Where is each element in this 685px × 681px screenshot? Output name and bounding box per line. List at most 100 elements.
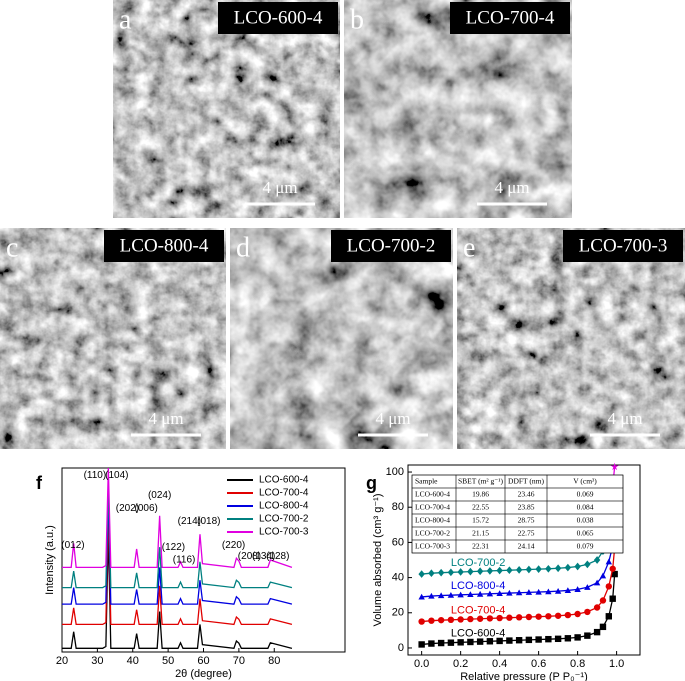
marker [496, 637, 503, 645]
series-line [62, 467, 293, 569]
panel-letter: c [6, 232, 18, 263]
marker [428, 617, 435, 624]
series-line [62, 532, 293, 650]
image-label: LCO-800-4 [120, 235, 209, 256]
marker [418, 593, 425, 600]
table-header: DDFT (nm) [508, 477, 544, 486]
sem-texture [230, 228, 453, 449]
marker [564, 611, 572, 619]
marker [599, 597, 607, 604]
marker [457, 639, 464, 646]
table-cell-text: 21.15 [472, 529, 489, 538]
marker [525, 613, 533, 621]
legend-label: LCO-700-2 [259, 514, 309, 525]
marker [418, 618, 425, 625]
marker [609, 595, 616, 602]
marker [525, 589, 533, 595]
series-line [62, 508, 293, 626]
marker [554, 564, 562, 573]
panel-letter: d [236, 232, 250, 263]
scale-bar-label: 4 μm [494, 178, 529, 197]
peak-label: (128) [266, 551, 289, 562]
marker [476, 615, 484, 622]
panel-letter: b [350, 4, 364, 35]
marker [467, 615, 474, 623]
table-cell-text: 0.038 [577, 516, 594, 525]
y-tick-label: 20 [392, 607, 404, 619]
x-axis-label: 2θ (degree) [175, 668, 232, 680]
table-cell-text: 22.75 [518, 529, 535, 538]
label-box [218, 2, 338, 34]
marker [428, 640, 435, 647]
marker [593, 579, 601, 586]
series-label: LCO-700-2 [451, 557, 505, 569]
marker [467, 567, 474, 576]
table-header: SBET (m² g⁻¹) [458, 477, 503, 486]
peak-label: (104) [105, 470, 128, 481]
marker [418, 570, 425, 578]
marker [428, 569, 435, 578]
peak-label: (134) [252, 551, 275, 562]
marker [447, 568, 455, 577]
y-axis-label: Volume absorbed (cm³ g⁻¹) [372, 494, 384, 627]
sem-texture [344, 0, 572, 218]
marker [418, 641, 425, 648]
marker [476, 567, 484, 576]
sem-image: d LCO-700-2 4 μm [230, 228, 453, 449]
marker [476, 638, 484, 645]
marker [447, 639, 455, 646]
table-cell-text: 15.72 [472, 516, 489, 525]
marker [610, 462, 619, 471]
table-cell-text: LCO-700-2 [415, 529, 450, 538]
x-tick-label: 0.2 [453, 658, 468, 670]
marker [609, 565, 616, 572]
table-cell-text: 28.75 [518, 516, 535, 525]
x-tick-label: 80 [268, 655, 280, 667]
sem-texture [457, 228, 685, 449]
marker [437, 616, 445, 624]
marker [486, 615, 494, 622]
x-tick-label: 70 [233, 655, 245, 667]
legend-label: LCO-700-4 [259, 488, 309, 499]
marker [545, 564, 552, 573]
marker [525, 565, 533, 574]
x-tick-label: 0.0 [414, 658, 429, 670]
label-box [104, 230, 224, 262]
marker [584, 560, 591, 569]
marker [584, 608, 591, 616]
marker [515, 614, 523, 621]
marker [506, 589, 513, 596]
table-cell-text: 0.079 [577, 542, 594, 551]
table-cell-text: LCO-600-4 [415, 490, 450, 499]
marker [506, 566, 513, 575]
y-tick-label: 40 [392, 571, 404, 583]
table-cell-text: 23.85 [518, 503, 535, 512]
series-label: LCO-700-4 [451, 605, 505, 617]
image-label: LCO-600-4 [234, 7, 323, 28]
panel-letter: f [36, 473, 43, 493]
marker [611, 570, 618, 578]
table-cell-text: 0.065 [577, 529, 594, 538]
y-axis-label: Intensity (a.u.) [44, 525, 56, 595]
marker [564, 587, 572, 593]
sem-image: e LCO-700-3 4 μm [457, 228, 685, 449]
peak-label: (006) [135, 503, 158, 514]
peak-label: (202) [116, 503, 139, 514]
peak-label: (122) [162, 542, 185, 553]
scale-bar-label: 4 μm [375, 409, 410, 428]
marker [605, 583, 613, 590]
peak-label: (116) [173, 555, 196, 566]
marker [584, 584, 591, 590]
table-cell-text: LCO-700-3 [415, 542, 450, 551]
sem-texture [0, 228, 226, 449]
marker [486, 638, 494, 645]
marker [545, 635, 552, 643]
sem-texture [113, 0, 340, 218]
table-cell-text: 19.86 [472, 490, 489, 499]
table-cell-text: 23.46 [518, 490, 535, 499]
y-tick-label: 80 [392, 501, 404, 513]
marker [554, 612, 562, 619]
sem-image: a LCO-600-4 4 μm [113, 0, 340, 218]
marker [574, 610, 581, 618]
